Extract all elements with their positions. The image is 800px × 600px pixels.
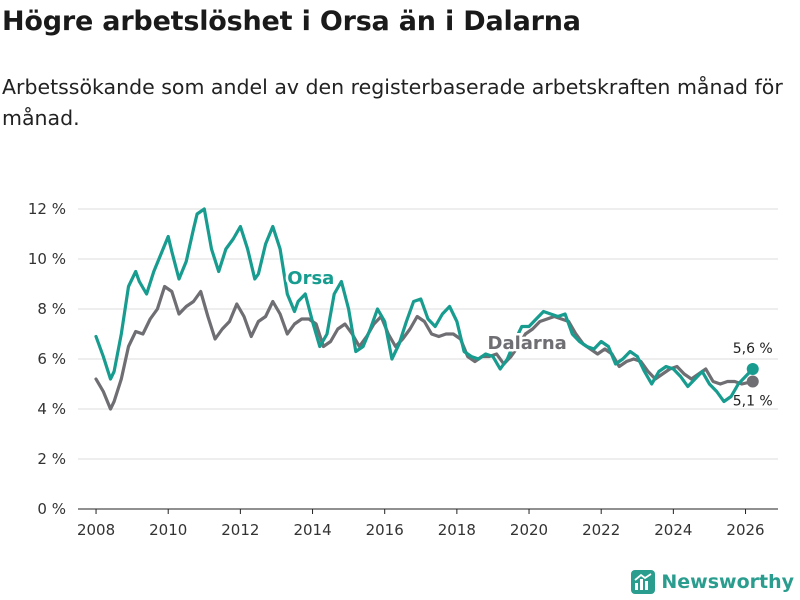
- x-tick-label: 2024: [654, 521, 692, 539]
- newsworthy-logo-icon: [631, 570, 656, 594]
- grid-layer: [78, 208, 778, 510]
- end-label-dalarna: 5,1 %: [733, 394, 773, 410]
- brand-logo[interactable]: Newsworthy: [631, 570, 794, 594]
- brand-name: Newsworthy: [661, 571, 794, 593]
- y-tick-label: 10 %: [28, 250, 66, 268]
- y-tick-label: 12 %: [28, 200, 66, 218]
- x-tick-label: 2012: [221, 521, 259, 539]
- x-tick-label: 2022: [582, 521, 620, 539]
- series-label-orsa: Orsa: [287, 268, 334, 289]
- series-label-dalarna-halo: Dalarna: [488, 333, 567, 354]
- y-tick-label: 0 %: [37, 500, 66, 518]
- axis-layer: 0 % 2 % 4 % 6 % 8 % 10 % 12 % 2008 2010 2012 2014 2…: [28, 200, 765, 539]
- x-tick-label: 2014: [293, 521, 331, 539]
- x-tick-label: 2010: [149, 521, 187, 539]
- x-tick-label: 2008: [77, 521, 115, 539]
- series-label-dalarna: Dalarna: [488, 333, 567, 354]
- end-point-dalarna: [746, 375, 759, 388]
- x-tick-label: 2018: [438, 521, 476, 539]
- x-tick-label: 2020: [510, 521, 548, 539]
- y-tick-label: 2 %: [37, 450, 66, 468]
- y-tick-label: 8 %: [37, 300, 66, 318]
- end-label-orsa: 5,6 %: [733, 341, 773, 357]
- series-line-orsa: [94, 207, 755, 404]
- series-layer: [94, 207, 759, 411]
- y-tick-label: 6 %: [37, 350, 66, 368]
- series-label-orsa-halo: Orsa: [287, 268, 334, 289]
- end-point-orsa: [746, 363, 759, 375]
- chart-title: Högre arbetslöshet i Orsa än i Dalarna: [2, 6, 581, 37]
- x-tick-label: 2026: [726, 521, 764, 539]
- chart-subtitle: Arbetssökande som andel av den registerb…: [2, 75, 783, 130]
- x-tick-label: 2016: [366, 521, 404, 539]
- y-tick-label: 4 %: [37, 400, 66, 418]
